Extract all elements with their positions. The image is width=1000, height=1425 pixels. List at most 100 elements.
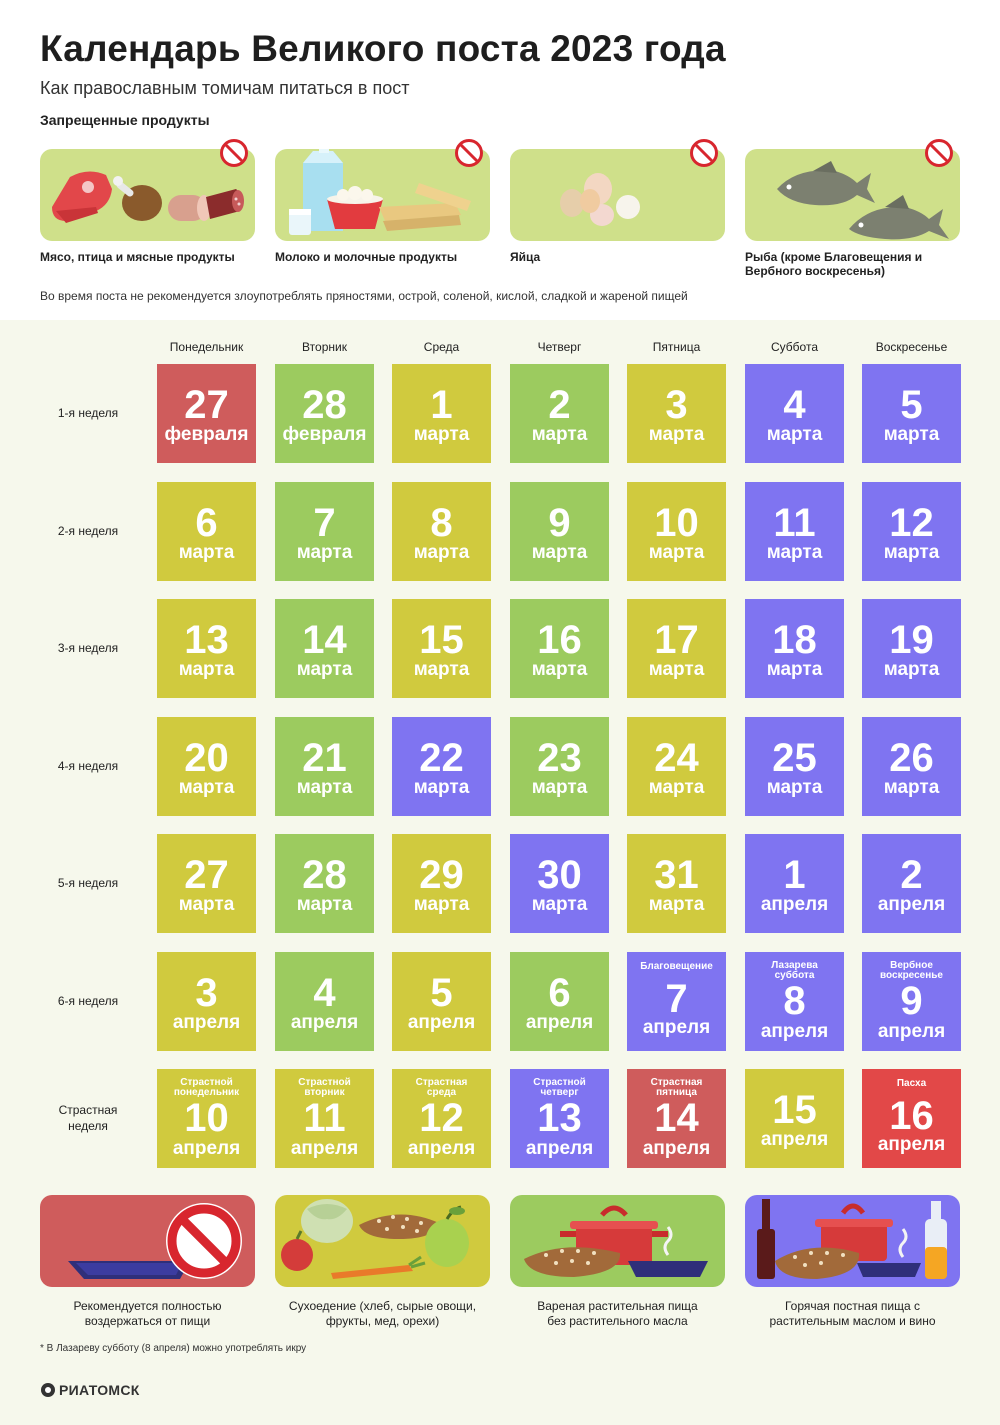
- day-cell: 21 марта: [275, 717, 374, 816]
- forbidden-card-fish: [745, 139, 960, 241]
- prohibited-icon: [220, 139, 248, 167]
- day-number: 3: [195, 971, 218, 1015]
- day-month: марта: [883, 542, 940, 563]
- day-cell: Пасха 16 апреля: [862, 1069, 961, 1168]
- forbidden-heading: Запрещенные продукты: [40, 112, 210, 128]
- day-event-label: Страстная пятница: [629, 1078, 724, 1098]
- day-cell: 4 марта: [745, 364, 844, 463]
- day-cell: 19 марта: [862, 599, 961, 698]
- day-number: 8: [783, 979, 806, 1023]
- day-month: апреля: [642, 1017, 711, 1038]
- day-number: 30: [537, 853, 582, 897]
- day-cell: Страстная среда 12 апреля: [392, 1069, 491, 1168]
- day-month: марта: [413, 424, 470, 445]
- day-number: 23: [537, 736, 582, 780]
- day-month: марта: [531, 542, 588, 563]
- day-month: марта: [766, 659, 823, 680]
- day-number: 14: [302, 618, 347, 662]
- day-month: марта: [296, 777, 353, 798]
- day-cell: 13 марта: [157, 599, 256, 698]
- day-number: 7: [313, 501, 336, 545]
- day-cell: 25 марта: [745, 717, 844, 816]
- day-cell: 20 марта: [157, 717, 256, 816]
- day-header: Понедельник: [169, 340, 244, 354]
- day-event-label: Страстной четверг: [512, 1078, 607, 1098]
- day-number: 13: [184, 618, 229, 662]
- forbidden-label-eggs: Яйца: [510, 250, 541, 264]
- week-label: Страстная неделя: [58, 1103, 118, 1133]
- legend-label-boiled: Вареная растительная пища без растительн…: [537, 1299, 698, 1328]
- day-cell: 7 марта: [275, 482, 374, 581]
- day-cell: 27 марта: [157, 834, 256, 933]
- day-cell: Лазарева суббота 8 апреля: [745, 952, 844, 1051]
- day-cell: 23 марта: [510, 717, 609, 816]
- day-month: апреля: [172, 1138, 241, 1159]
- day-month: февраля: [164, 424, 249, 445]
- day-cell: 3 марта: [627, 364, 726, 463]
- day-month: марта: [648, 659, 705, 680]
- prohibited-icon: [925, 139, 953, 167]
- day-month: апреля: [877, 1134, 946, 1155]
- day-number: 3: [665, 383, 688, 427]
- day-event-line: Страстной: [180, 1077, 233, 1088]
- day-number: 4: [783, 383, 806, 427]
- day-number: 17: [654, 618, 699, 662]
- day-cell: 26 марта: [862, 717, 961, 816]
- day-month: марта: [413, 659, 470, 680]
- day-cell: 27 февраля: [157, 364, 256, 463]
- day-month: марта: [648, 777, 705, 798]
- day-number: 31: [654, 853, 699, 897]
- day-cell: 28 марта: [275, 834, 374, 933]
- week-label: 4-я неделя: [57, 759, 119, 773]
- forbidden-products: Мясо, птица и мясные продукты Молоко и м…: [40, 130, 960, 290]
- day-number: 2: [548, 383, 571, 427]
- day-month: марта: [413, 777, 470, 798]
- day-month: марта: [531, 659, 588, 680]
- day-month: февраля: [282, 424, 367, 445]
- day-cell: 5 апреля: [392, 952, 491, 1051]
- week-label: 2-я неделя: [57, 524, 119, 538]
- day-cell: 1 марта: [392, 364, 491, 463]
- day-month: апреля: [290, 1138, 359, 1159]
- day-month: апреля: [172, 1012, 241, 1033]
- day-month: марта: [178, 542, 235, 563]
- logo-text: РИАТОМСК: [59, 1382, 140, 1398]
- day-number: 5: [900, 383, 923, 427]
- day-number: 9: [548, 501, 571, 545]
- day-cell: 6 марта: [157, 482, 256, 581]
- day-cell: 31 марта: [627, 834, 726, 933]
- day-header: Суббота: [771, 340, 818, 354]
- day-month: апреля: [760, 894, 829, 915]
- day-cell: 14 марта: [275, 599, 374, 698]
- day-cell: 30 марта: [510, 834, 609, 933]
- day-month: марта: [766, 424, 823, 445]
- day-event-line: понедельник: [173, 1087, 240, 1098]
- day-number: 27: [184, 383, 229, 427]
- day-number: 12: [889, 501, 934, 545]
- day-month: апреля: [407, 1138, 476, 1159]
- day-month: апреля: [760, 1021, 829, 1042]
- legend-card-abstain: [40, 1195, 255, 1287]
- day-month: марта: [766, 777, 823, 798]
- day-month: марта: [531, 894, 588, 915]
- forbidden-label-fish: Рыба (кроме Благовещения и Вербного воск…: [745, 250, 923, 278]
- day-month: марта: [296, 542, 353, 563]
- week-label: 5-я неделя: [57, 876, 119, 890]
- day-number: 11: [303, 1096, 346, 1140]
- prohibited-icon: [455, 139, 483, 167]
- day-month: марта: [296, 894, 353, 915]
- day-event-line: четверг: [540, 1087, 579, 1098]
- day-event-line: Благовещение: [640, 961, 713, 972]
- day-number: 10: [184, 1096, 229, 1140]
- dry-food-icon: [281, 1199, 469, 1279]
- day-month: марта: [883, 424, 940, 445]
- legend-label-hot: Горячая постная пища с растительным масл…: [769, 1299, 936, 1328]
- day-cell: 5 марта: [862, 364, 961, 463]
- day-number: 24: [654, 736, 699, 780]
- day-month: марта: [178, 894, 235, 915]
- forbidden-card-dairy: [275, 139, 490, 241]
- diet-note: Во время поста не рекомендуется злоупотр…: [40, 289, 688, 303]
- day-number: 1: [783, 853, 806, 897]
- day-month: апреля: [525, 1012, 594, 1033]
- day-number: 12: [419, 1096, 464, 1140]
